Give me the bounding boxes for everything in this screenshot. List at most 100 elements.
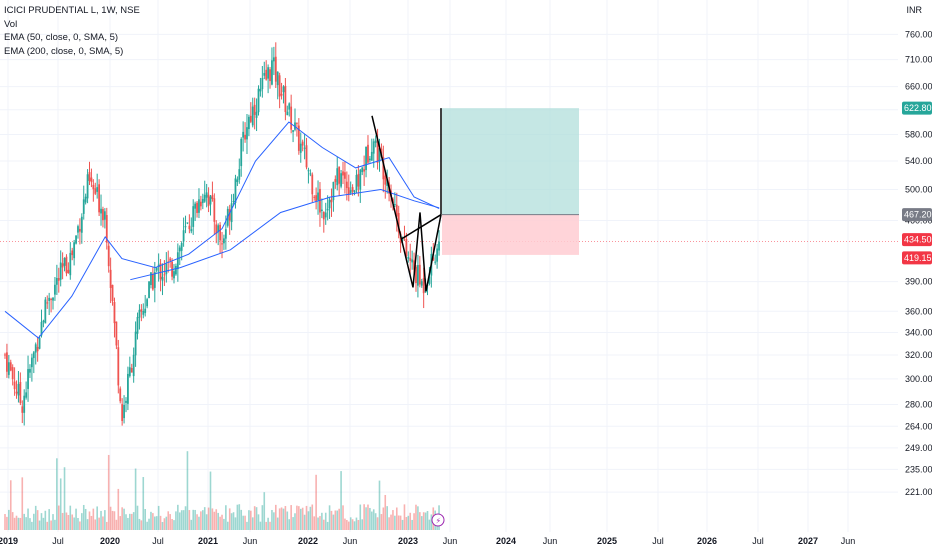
- volume-bar: [186, 451, 189, 530]
- candle-body: [188, 225, 191, 230]
- volume-bar: [196, 514, 198, 530]
- candle-body: [90, 177, 93, 183]
- volume-bar: [376, 517, 379, 530]
- candle-body: [199, 201, 202, 207]
- candle-body: [209, 196, 212, 205]
- candle-body: [242, 131, 245, 138]
- volume-bar: [338, 508, 340, 530]
- volume-bar: [263, 492, 266, 530]
- volume-bar: [259, 521, 262, 530]
- time-axis[interactable]: 2019 Jul 2020 Jul 2021 Jun 2022 Jun 2023 Jun 2024 J…: [0, 536, 855, 546]
- candle-body: [420, 281, 423, 286]
- volume-bar: [246, 521, 248, 530]
- position-tool[interactable]: [442, 108, 579, 255]
- candle-body: [59, 262, 62, 280]
- volume-bar: [171, 519, 173, 530]
- candle-body: [238, 169, 241, 180]
- candle-body: [232, 201, 235, 203]
- candle-body: [299, 143, 302, 153]
- volume-bar: [213, 511, 216, 530]
- volume-bar: [169, 514, 171, 530]
- volume-bar: [107, 454, 110, 530]
- volume-bar: [11, 512, 14, 530]
- volume-bar: [296, 505, 298, 530]
- candle-body: [363, 169, 366, 172]
- volume-bar: [303, 514, 306, 530]
- volume-bar: [384, 494, 387, 530]
- volume-bar: [321, 512, 323, 530]
- x-tick-label: Jun: [543, 536, 558, 546]
- pattern-drawing[interactable]: [371, 108, 442, 292]
- candle-body: [313, 196, 316, 198]
- volume-bar: [117, 488, 120, 530]
- x-tick-label: 2022: [298, 536, 318, 546]
- volume-bar: [82, 504, 85, 530]
- x-tick-label: Jun: [243, 536, 258, 546]
- volume-bar: [417, 506, 419, 530]
- legend-symbol[interactable]: ICICI PRUDENTIAL L, 1W, NSE: [4, 5, 140, 16]
- volume-bar: [363, 504, 365, 530]
- volume-bar: [115, 519, 118, 530]
- volume-bar: [265, 521, 267, 530]
- volume-bar: [100, 510, 102, 530]
- volume-bar: [415, 504, 417, 530]
- volume-bar: [236, 504, 239, 530]
- legend-volume[interactable]: Vol: [4, 18, 18, 30]
- volume-bar: [75, 508, 77, 530]
- candle-body: [40, 321, 43, 336]
- candle-body: [103, 211, 106, 220]
- candle-body: [374, 140, 377, 143]
- volume-bar: [223, 518, 225, 530]
- candle-body: [88, 172, 91, 181]
- candle-body: [153, 272, 156, 288]
- volume-bar: [150, 511, 152, 530]
- candle-body: [405, 238, 408, 257]
- volume-bar: [31, 521, 33, 530]
- volume-bar: [59, 478, 62, 530]
- candle-body: [73, 242, 76, 259]
- ema-lines: [4, 121, 440, 339]
- candle-body: [215, 224, 218, 234]
- volume-bar: [271, 509, 273, 530]
- candle-body: [290, 106, 293, 130]
- candle-body: [6, 352, 8, 372]
- candle-body: [86, 174, 89, 199]
- volume-bar: [42, 517, 45, 530]
- volume-bar: [238, 504, 241, 530]
- candle-body: [13, 381, 16, 390]
- legend-ema50[interactable]: EMA (50, close, 0, SMA, 5): [4, 32, 119, 43]
- volume-bar: [138, 518, 141, 530]
- candle-body: [384, 175, 387, 185]
- volume-bar: [205, 514, 208, 530]
- volume-bar: [6, 516, 8, 530]
- legend-ema200[interactable]: EMA (200, close, 0, SMA, 5): [4, 45, 124, 57]
- volume-bar: [424, 512, 427, 530]
- volume-bar: [190, 519, 193, 530]
- y-tick-label: 235.00: [905, 464, 932, 474]
- price-badge-target: [902, 101, 932, 115]
- volume-bar: [109, 506, 112, 530]
- candle-body: [236, 179, 239, 182]
- candle-body: [34, 344, 37, 353]
- volume-bar: [372, 509, 375, 530]
- volume-bar: [88, 511, 91, 530]
- volume-bar: [351, 519, 354, 530]
- volume-bar: [200, 511, 202, 530]
- volume-bar: [29, 518, 31, 530]
- candle-body: [192, 206, 195, 227]
- volume-bar: [165, 516, 168, 530]
- x-tick-label: Jun: [443, 536, 458, 546]
- volume-bar: [125, 514, 127, 530]
- volume-bar: [19, 517, 22, 530]
- volume-bar: [152, 513, 154, 530]
- volume-bar: [273, 512, 275, 530]
- candle-body: [267, 67, 270, 79]
- candle-body: [376, 139, 379, 164]
- volume-bar: [313, 516, 316, 530]
- volume-bar: [48, 509, 50, 530]
- volume-bar: [71, 514, 74, 530]
- volume-bar: [221, 514, 223, 530]
- y-tick-label: 660.00: [905, 82, 932, 92]
- volume-bar: [411, 519, 413, 530]
